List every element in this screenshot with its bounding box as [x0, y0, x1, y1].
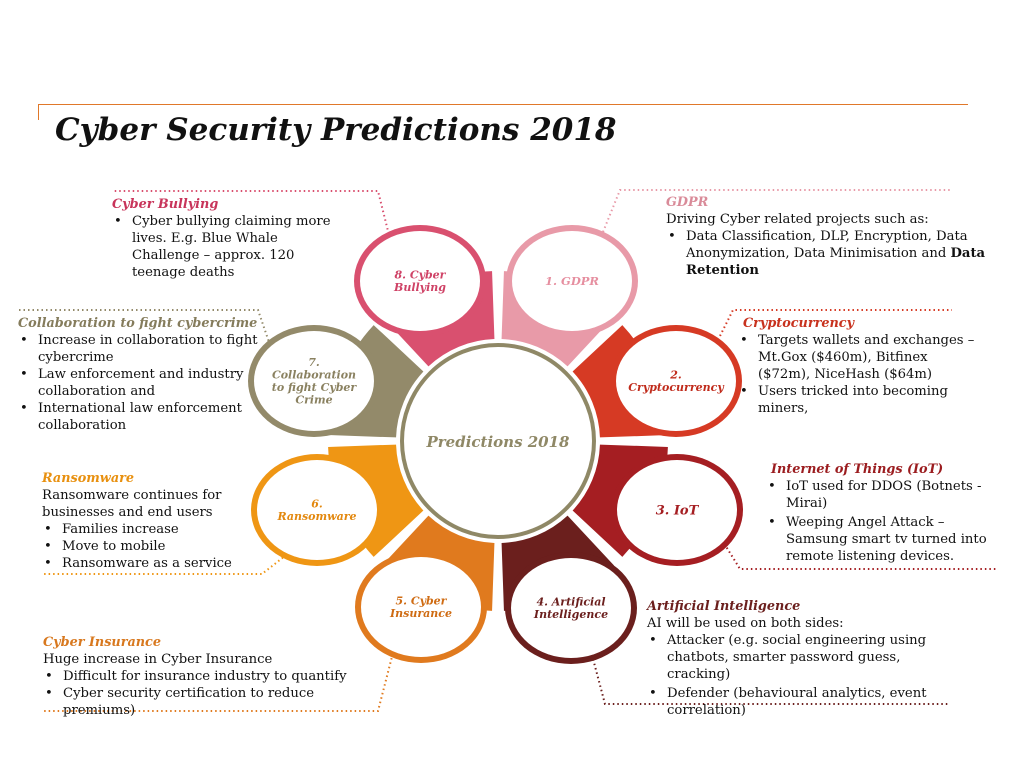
node-label-ai: 4. Artificial Intelligence	[533, 596, 608, 622]
node-label-line: 1. GDPR	[545, 274, 599, 288]
list-item: Families increase	[42, 521, 262, 538]
block-cyber-bullying: Cyber Bullying Cyber bullying claiming m…	[112, 196, 347, 281]
list-item: Cyber bullying claiming more lives. E.g.…	[112, 213, 347, 281]
list-item: IoT used for DDOS (Botnets - Mirai)	[766, 478, 996, 512]
list-item: Law enforcement and industry collaborati…	[18, 366, 258, 400]
node-label-line: 7.	[308, 356, 320, 369]
node-label-line: Ransomware	[276, 510, 356, 523]
bullet-list: Difficult for insurance industry to quan…	[43, 668, 363, 719]
bullet-list: IoT used for DDOS (Botnets - Mirai) Weep…	[766, 478, 996, 565]
node-bullying	[360, 231, 480, 331]
list-item-text: Data Classification, DLP, Encryption, Da…	[686, 229, 968, 261]
node-label-line: Intelligence	[533, 608, 608, 621]
node-label-line: 8. Cyber	[395, 269, 447, 282]
connector-bullying	[112, 190, 393, 248]
list-item: Difficult for insurance industry to quan…	[43, 668, 363, 685]
block-cryptocurrency: Cryptocurrency Targets wallets and excha…	[738, 315, 978, 417]
node-label-line: 6.	[311, 498, 323, 511]
connector-gdpr	[602, 189, 950, 233]
node-label-iot: 3. IoT	[656, 504, 700, 519]
node-label-line: Collaboration	[272, 369, 356, 382]
block-heading: Internet of Things (IoT)	[771, 462, 944, 477]
block-cyber-insurance: Cyber Insurance Huge increase in Cyber I…	[43, 634, 363, 719]
node-label-line: Crime	[295, 394, 332, 407]
node-label-line: Insurance	[389, 607, 452, 620]
block-heading: GDPR	[666, 195, 709, 210]
node-label-line: Bullying	[393, 281, 446, 294]
bullet-list: Increase in collaboration to fight cyber…	[18, 332, 258, 434]
block-ransomware: Ransomware Ransomware continues for busi…	[42, 470, 262, 572]
block-lead: Huge increase in Cyber Insurance	[43, 652, 273, 667]
node-ransomware	[257, 460, 377, 560]
block-lead: Ransomware continues for businesses and …	[42, 488, 222, 520]
title-accent-tick	[38, 104, 39, 120]
node-label-gdpr: 1. GDPR	[545, 274, 599, 288]
connector-insurance	[43, 644, 396, 712]
list-item: Data Classification, DLP, Encryption, Da…	[666, 228, 991, 279]
list-item: Attacker (e.g. social engineering using …	[647, 632, 947, 683]
bullet-list: Targets wallets and exchanges – Mt.Gox (…	[738, 332, 978, 417]
connector-collaboration	[18, 309, 271, 346]
node-gdpr	[512, 231, 632, 331]
list-item: Increase in collaboration to fight cyber…	[18, 332, 258, 366]
center-label: Predictions 2018	[426, 433, 571, 451]
node-label-collaboration: 7. Collaboration to fight Cyber Crime	[272, 356, 358, 407]
bullet-list: Attacker (e.g. social engineering using …	[647, 632, 947, 719]
center-circle	[400, 343, 596, 539]
block-heading: Cyber Bullying	[112, 197, 219, 212]
list-item: Move to mobile	[42, 538, 262, 555]
node-label-crypto: 2. Cryptocurrency	[628, 369, 725, 395]
node-label-bullying: 8. Cyber Bullying	[393, 269, 447, 295]
list-item: Weeping Angel Attack – Samsung smart tv …	[766, 514, 996, 565]
list-item: Users tricked into becoming miners,	[738, 383, 978, 417]
list-item-bold-text: Data Retention	[686, 246, 986, 278]
bullet-list: Data Classification, DLP, Encryption, Da…	[666, 228, 991, 279]
node-insurance	[361, 557, 481, 657]
list-item: Defender (behavioural analytics, event c…	[647, 685, 947, 719]
block-gdpr: GDPR Driving Cyber related projects such…	[666, 194, 991, 279]
title-accent-line	[38, 104, 968, 105]
list-item: Targets wallets and exchanges – Mt.Gox (…	[738, 332, 978, 383]
node-label-line: to fight Cyber	[272, 381, 358, 394]
node-label-line: Cryptocurrency	[628, 381, 725, 394]
node-label-line: 2.	[669, 369, 682, 382]
block-heading: Ransomware	[42, 471, 134, 486]
node-iot	[617, 460, 737, 560]
block-lead: Driving Cyber related projects such as:	[666, 212, 929, 227]
bullet-list: Cyber bullying claiming more lives. E.g.…	[112, 213, 347, 281]
block-collaboration: Collaboration to fight cybercrime Increa…	[18, 315, 258, 434]
node-label-line: 4. Artificial	[536, 596, 605, 609]
node-label-line: 3. IoT	[656, 504, 700, 519]
block-iot: Internet of Things (IoT) IoT used for DD…	[766, 461, 996, 565]
block-artificial-intelligence: Artificial Intelligence AI will be used …	[647, 598, 947, 719]
node-crypto	[616, 331, 736, 431]
node-label-ransomware: 6. Ransomware	[276, 498, 356, 523]
block-lead: AI will be used on both sides:	[647, 616, 844, 631]
page-title: Cyber Security Predictions 2018	[55, 112, 617, 148]
block-heading: Cyber Insurance	[43, 635, 161, 650]
bullet-list: Families increase Move to mobile Ransomw…	[42, 521, 262, 572]
block-heading: Artificial Intelligence	[647, 599, 801, 614]
node-ai	[511, 558, 631, 658]
node-label-insurance: 5. Cyber Insurance	[389, 595, 452, 621]
list-item: International law enforcement collaborat…	[18, 400, 258, 434]
node-collaboration	[254, 331, 374, 431]
list-item: Ransomware as a service	[42, 555, 262, 572]
block-heading: Collaboration to fight cybercrime	[18, 316, 258, 331]
block-heading: Cryptocurrency	[743, 316, 855, 331]
list-item: Cyber security certification to reduce p…	[43, 685, 363, 719]
node-label-line: 5. Cyber	[396, 595, 448, 608]
